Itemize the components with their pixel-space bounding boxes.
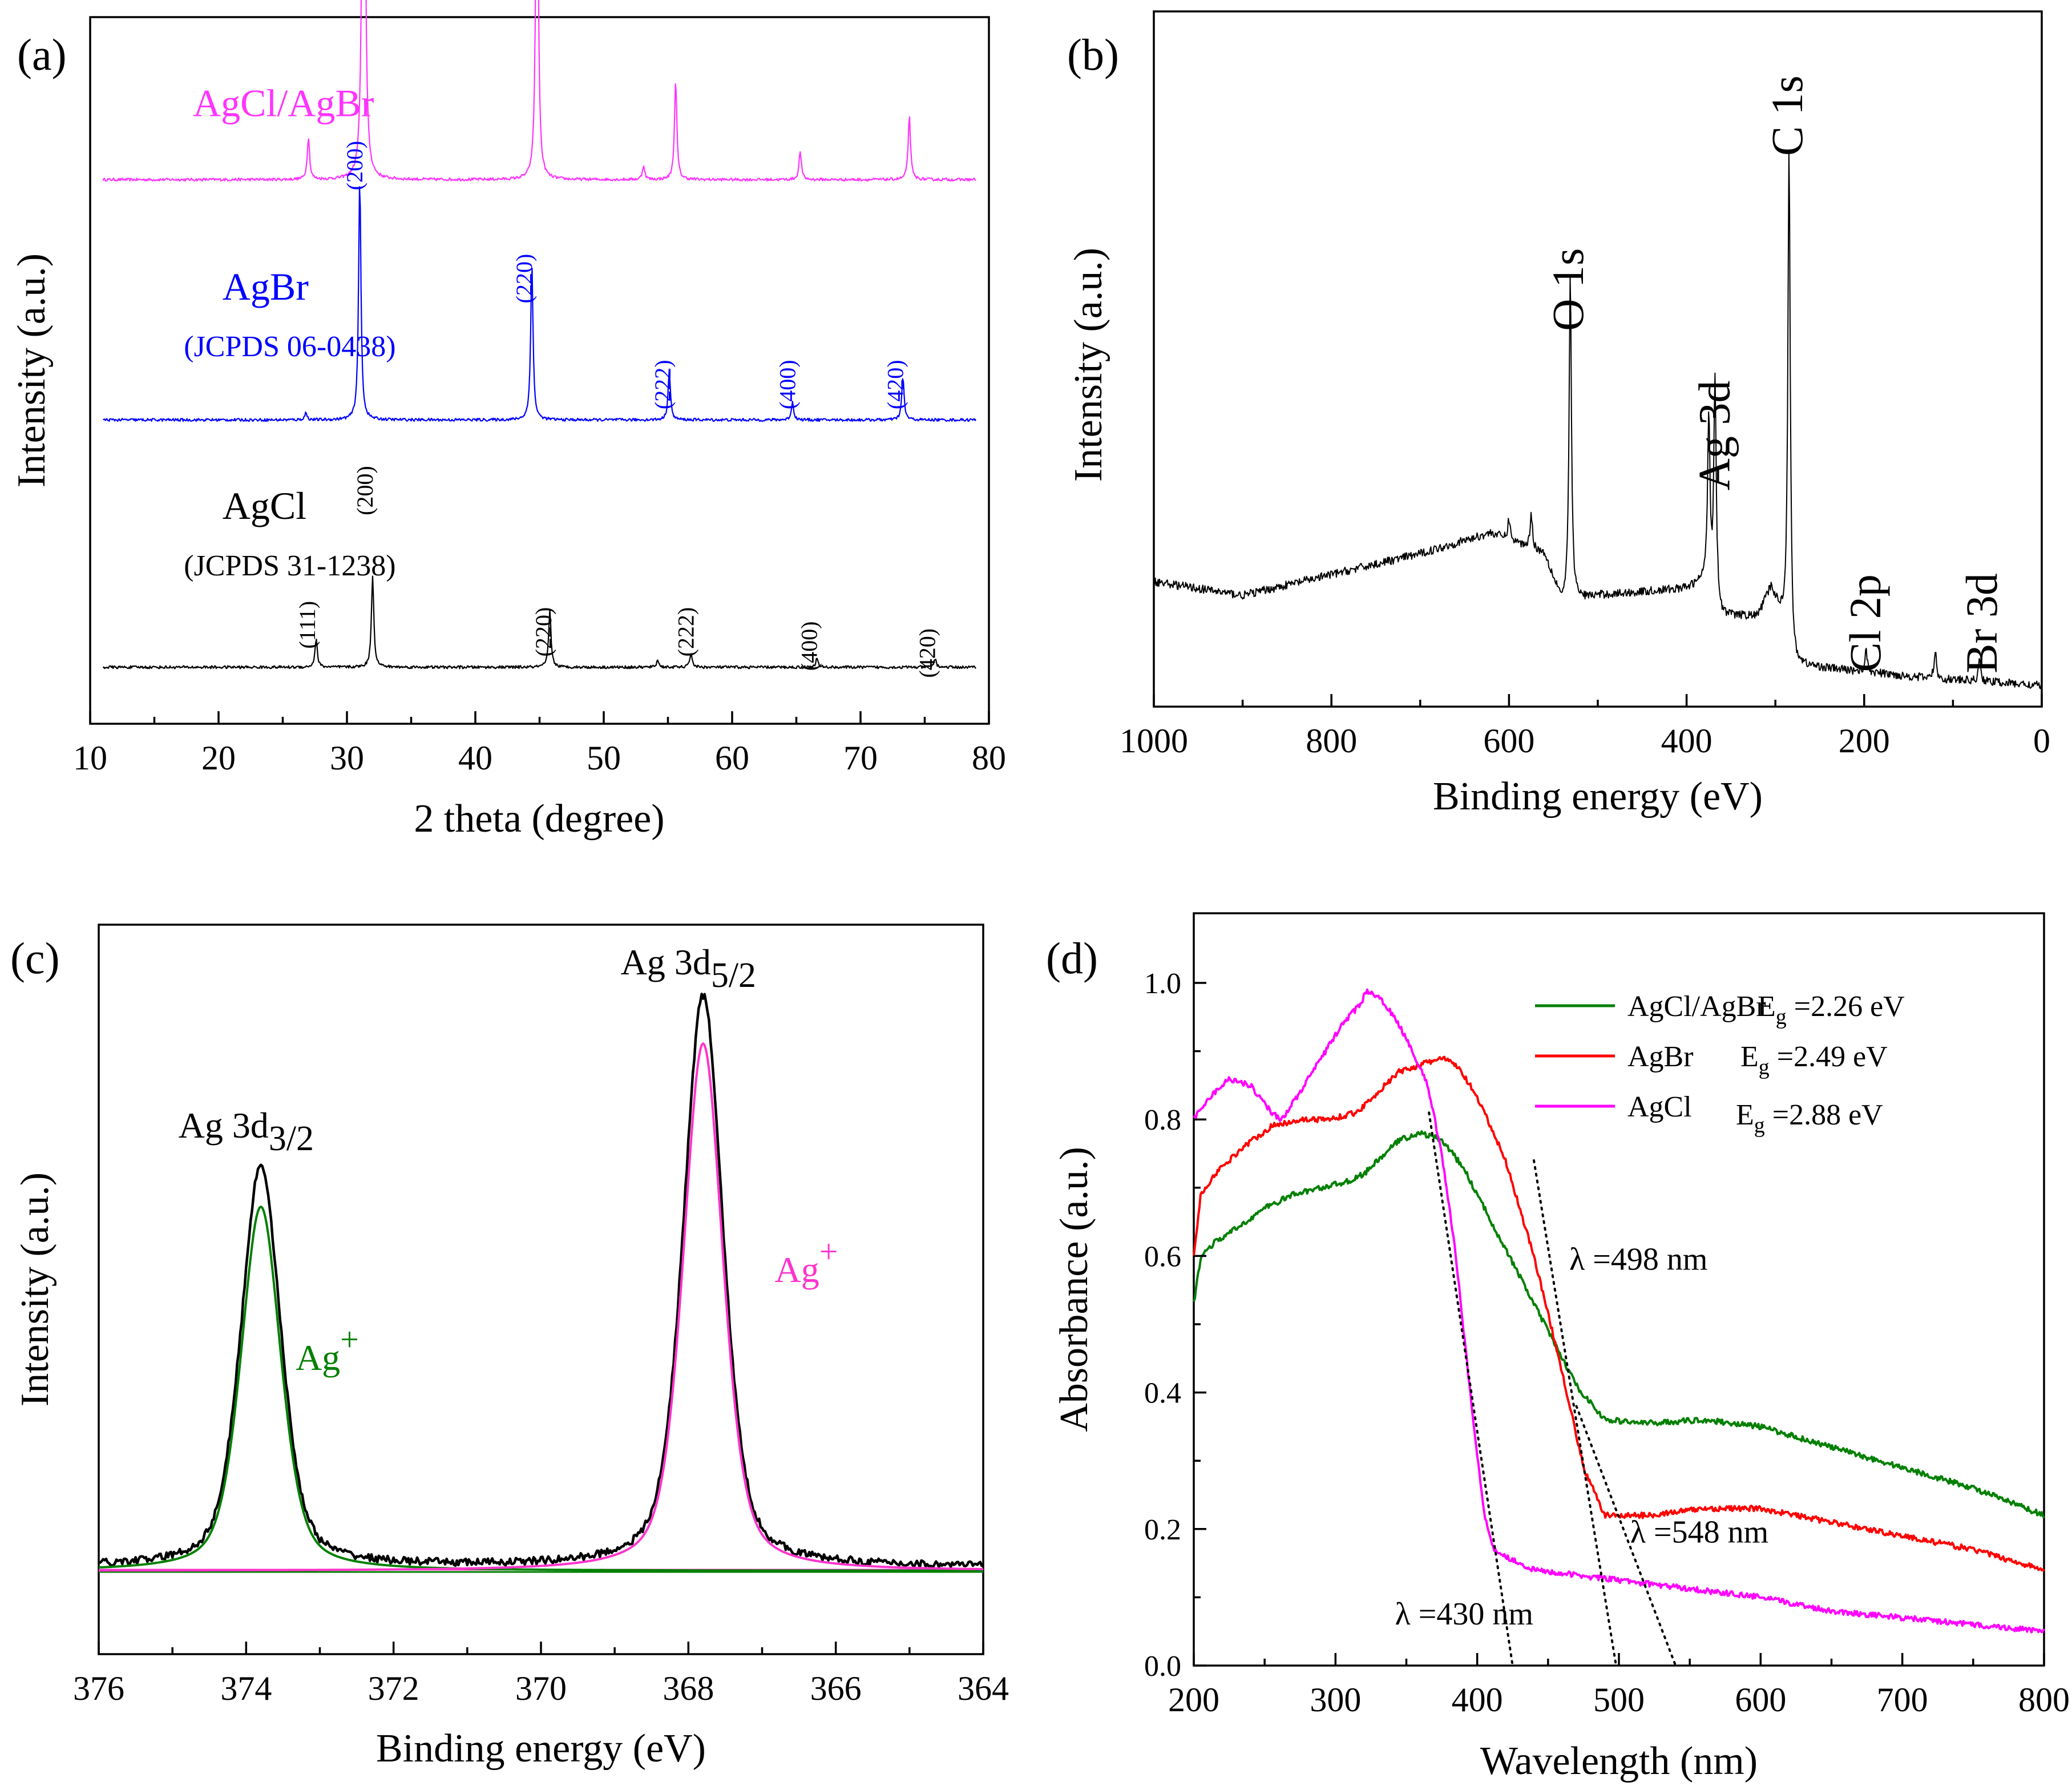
panel-b-annotation: Br 3d [1957, 573, 2006, 674]
panel-d-ytick-label: 0.6 [1144, 1240, 1181, 1273]
panel-c-xtick-label: 364 [958, 1670, 1009, 1707]
panel-d-xtick-label: 800 [2018, 1681, 2070, 1719]
panel-a-xtick-label: 40 [458, 739, 492, 777]
panel-a-label: (a) [17, 30, 67, 79]
panel-d-tangent-line [1428, 1111, 1514, 1667]
panel-a-series-2 [102, 575, 976, 670]
panel-a-xtick-label: 20 [201, 739, 236, 777]
panel-d-xtick-label: 700 [1877, 1681, 1928, 1719]
panel-b-annotation: Cl 2p [1840, 574, 1890, 672]
panel-a-peak-label: (220) [511, 254, 537, 304]
panel-d-annotation: λ =430 nm [1395, 1596, 1533, 1632]
panel-c-xtick-label: 368 [663, 1670, 714, 1707]
panel-b-annotation: C 1s [1762, 75, 1812, 156]
panel-a-xtick-label: 70 [843, 739, 878, 777]
panel-b-xps-survey: (b) 1000 800 600 400 200 0 O 1s Ag 3d C 1s Cl 2p… [1067, 10, 2050, 819]
panel-d-xtick-label: 400 [1452, 1681, 1503, 1719]
panel-a-peak-label: (420) [915, 628, 940, 678]
panel-d-xlabel: Wavelength (nm) [1480, 1739, 1758, 1783]
panel-d-legend-name: AgBr [1627, 1041, 1694, 1073]
panel-d-label: (d) [1046, 933, 1098, 983]
panel-c-xtick-label: 366 [810, 1670, 862, 1707]
panel-c-xlabel: Binding energy (eV) [376, 1727, 706, 1771]
panel-a-ylabel: Intensity (a.u.) [10, 253, 54, 487]
panel-d-xtick-label: 200 [1168, 1681, 1219, 1719]
panel-d-tangent-line [1533, 1159, 1618, 1667]
panel-a-series-0 [102, 0, 976, 182]
panel-b-annotation: O 1s [1543, 248, 1593, 331]
panel-b-label: (b) [1067, 30, 1119, 79]
panel-b-xtick-label: 400 [1661, 722, 1712, 760]
panel-c-xtick-label: 376 [73, 1670, 124, 1707]
panel-c-ylabel: Intensity (a.u.) [13, 1172, 57, 1406]
panel-a-xtick-label: 80 [972, 739, 1006, 777]
panel-b-annotation: Ag 3d [1690, 381, 1739, 491]
panel-d-legend-name: AgCl [1627, 1091, 1692, 1123]
panel-d-legend-eg: Eg =2.88 eV [1736, 1099, 1883, 1138]
panel-d-ytick-label: 0.2 [1144, 1514, 1181, 1546]
panel-a-peak-label: (222) [650, 360, 676, 409]
panel-b-ylabel: Intensity (a.u.) [1067, 248, 1110, 482]
panel-a-xlabel: 2 theta (degree) [414, 797, 664, 841]
panel-d-annotation: λ =498 nm [1569, 1241, 1707, 1277]
panel-d-ytick-label: 1.0 [1144, 967, 1181, 1000]
panel-a-xtick-label: 30 [330, 739, 364, 777]
panel-a-annotation: AgCl/AgBr [193, 81, 374, 124]
panel-a-xtick-label: 10 [73, 739, 107, 777]
panel-a-peak-label: (200) [342, 141, 367, 191]
panel-a-peak-label: (111) [294, 601, 320, 649]
panel-d-series-2 [1193, 988, 2045, 1634]
panel-d-annotation: λ =548 nm [1630, 1515, 1768, 1550]
panel-b-series-0 [1153, 151, 2042, 690]
panel-a-peak-label: (200) [352, 466, 378, 515]
panel-b-xtick-label: 1000 [1120, 722, 1188, 760]
panel-d-xtick-label: 300 [1310, 1681, 1361, 1719]
panel-d-ytick-label: 0.8 [1144, 1104, 1181, 1136]
panel-d-xtick-label: 600 [1735, 1681, 1786, 1719]
panel-c-xtick-label: 370 [515, 1670, 567, 1707]
panel-c-xtick-label: 372 [368, 1670, 419, 1707]
panel-d-ylabel: Absorbance (a.u.) [1052, 1147, 1096, 1432]
panel-c-series-2 [99, 1042, 984, 1572]
panel-a-annotation: AgBr [223, 265, 309, 308]
panel-d-legend-eg: Eg =2.49 eV [1740, 1041, 1888, 1079]
panel-d-legend-eg: Eg =2.26 eV [1758, 990, 1905, 1029]
panel-b-xlabel: Binding energy (eV) [1433, 775, 1763, 819]
panel-a-annotation: (JCPDS 06-0438) [184, 330, 395, 363]
panel-b-xtick-label: 800 [1306, 722, 1357, 760]
panel-a-xrd: (a) 10 20 30 40 50 60 70 80 AgCl/AgBr AgBr (JCPDS… [10, 0, 1006, 841]
panel-b-xtick-label: 200 [1839, 722, 1890, 760]
panel-a-series-1 [103, 186, 977, 422]
panel-a-peak-label: (222) [673, 607, 699, 657]
panel-c-series-0 [98, 993, 984, 1569]
panel-d-tangent-line [1575, 1405, 1677, 1667]
panel-c-series-1 [98, 1206, 983, 1572]
panel-d-uvvis: (d) 200 300 400 500 600 700 800 0.0 0.2 0.4 0.6 0.… [1046, 912, 2070, 1783]
panel-a-annotation: (JCPDS 31-1238) [184, 550, 395, 582]
panel-d-series-0 [1193, 1130, 2045, 1519]
panel-c-xtick-label: 374 [220, 1670, 272, 1707]
panel-c-label: (c) [10, 933, 60, 983]
panel-a-xtick-label: 60 [715, 739, 749, 777]
panel-a-annotation: AgCl [223, 484, 306, 527]
panel-a-peak-label: (400) [774, 360, 800, 409]
panel-a-peak-label: (400) [797, 621, 822, 671]
panel-d-legend-name: AgCl/AgBr [1627, 990, 1766, 1023]
panel-a-xtick-label: 50 [587, 739, 621, 777]
panel-d-ytick-label: 0.4 [1144, 1377, 1181, 1410]
panel-a-peak-label: (220) [531, 607, 556, 657]
panel-d-xtick-label: 500 [1593, 1681, 1645, 1719]
panel-a-peak-label: (420) [882, 360, 908, 409]
panel-c-ag3d: (c) 376 374 372 370 368 366 364 Ag 3d3/2Ag 3d5… [10, 924, 1009, 1771]
panel-b-xtick-label: 600 [1483, 722, 1534, 760]
panel-b-xtick-label: 0 [2033, 722, 2050, 760]
panel-d-ytick-label: 0.0 [1144, 1650, 1181, 1683]
